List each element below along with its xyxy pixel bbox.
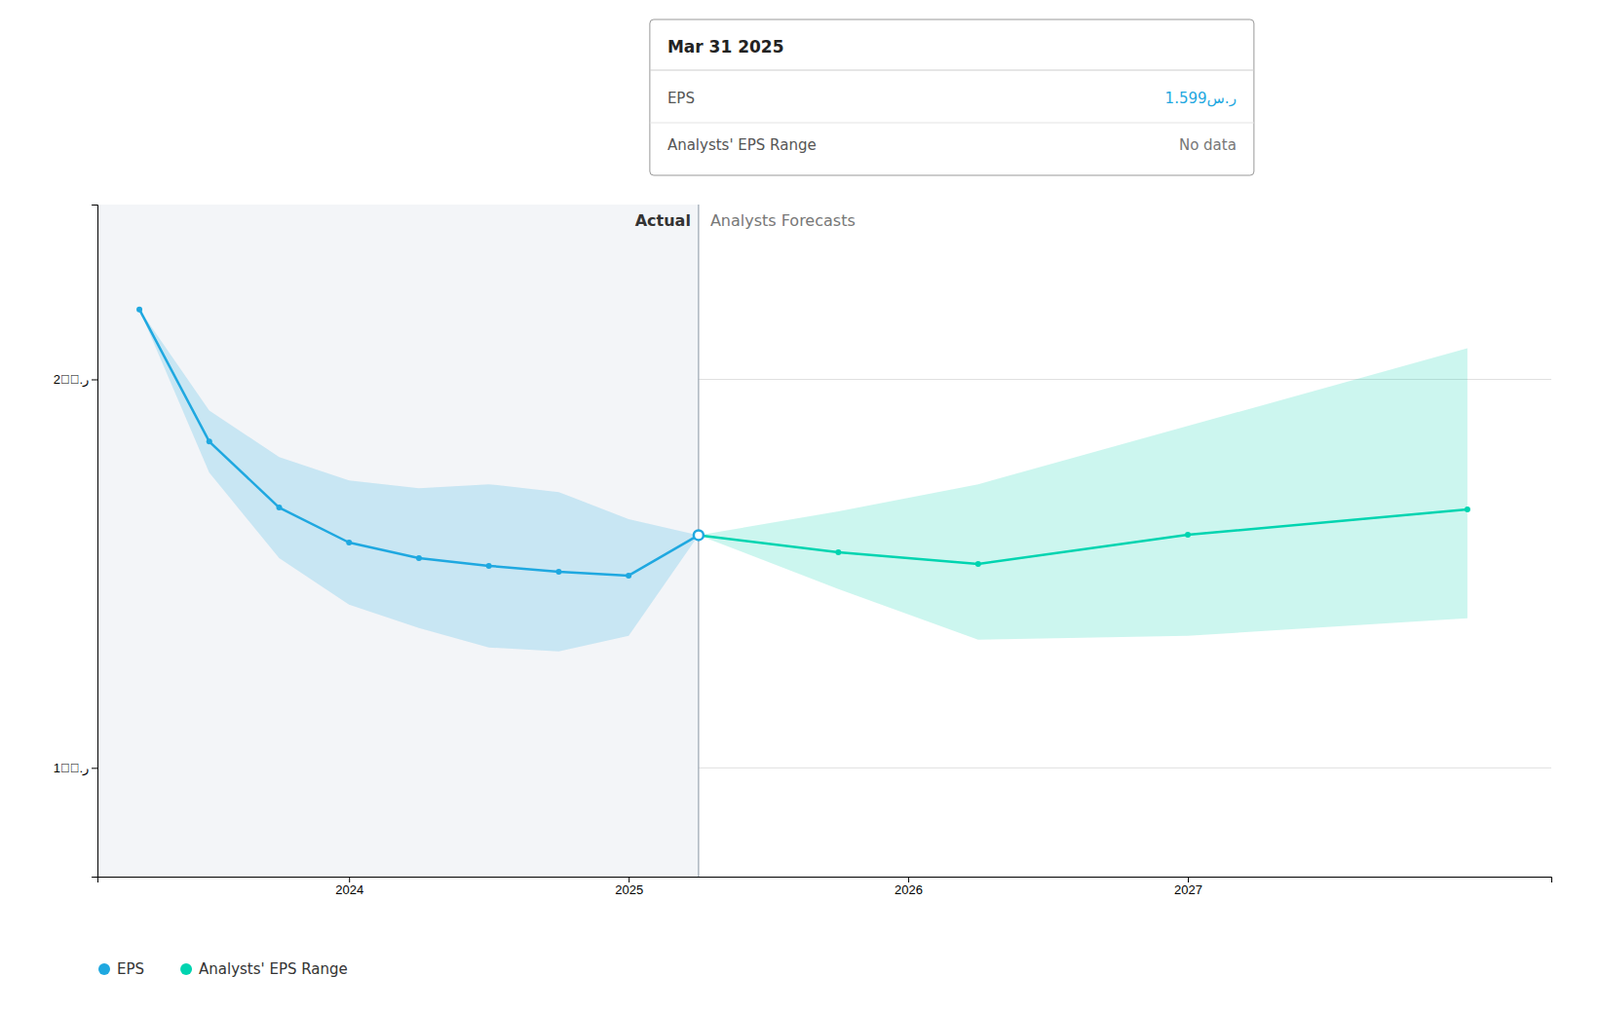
point <box>276 504 283 511</box>
point <box>625 572 632 579</box>
y-tick-mark <box>91 379 98 381</box>
chart: 2024 2025 2026 2027 ر.س٘1 ر.س٘2 Actual Analysts… <box>0 0 1600 1013</box>
point <box>416 555 422 562</box>
y-tick: ر.س٘1 <box>53 761 98 777</box>
line <box>698 509 1468 565</box>
point <box>1464 506 1471 513</box>
x-tick-mark <box>908 876 910 883</box>
x-axis-line <box>98 877 1553 884</box>
x-tick-mark <box>628 876 630 883</box>
point <box>835 549 841 556</box>
transition-point <box>693 530 704 540</box>
x-tick: 2025 <box>614 876 644 898</box>
band <box>698 348 1468 641</box>
actual-section <box>97 204 699 877</box>
band <box>139 309 699 652</box>
marks <box>97 204 1471 877</box>
tooltip-separator <box>649 70 1255 72</box>
y-tick-label: ر.س٘2 <box>53 372 89 388</box>
point <box>975 561 982 568</box>
x-tick-label: 2024 <box>335 882 364 898</box>
y-axis-line <box>91 205 99 878</box>
y-tick: ر.س٘2 <box>53 372 98 388</box>
tooltip-title: Mar 31 2025 <box>667 37 785 57</box>
line <box>139 309 699 576</box>
tooltip: Mar 31 2025 EPS 1.599ر.س Analysts' EPS Rang… <box>649 19 1255 176</box>
y-tick-mark <box>91 767 98 769</box>
point <box>206 438 213 445</box>
x-tick: 2027 <box>1174 876 1203 898</box>
legend-label: EPS <box>116 960 145 979</box>
x-tick: 2026 <box>894 876 923 898</box>
tooltip-label: EPS <box>667 89 695 108</box>
legend-swatch <box>98 963 111 976</box>
point <box>1184 532 1191 538</box>
point <box>345 539 352 546</box>
plot: 2024 2025 2026 2027 ر.س٘1 ر.س٘2 Actual Analysts… <box>53 204 1553 898</box>
point <box>486 563 493 570</box>
y-axis: ر.س٘1 ر.س٘2 <box>53 205 99 878</box>
tooltip-value: No data <box>1179 136 1237 154</box>
point <box>136 306 143 313</box>
x-tick-mark <box>1187 876 1189 883</box>
annotation: Analysts Forecasts <box>710 211 856 230</box>
x-tick: 2024 <box>335 876 364 898</box>
point <box>555 569 562 575</box>
x-axis: 2024 2025 2026 2027 <box>98 876 1553 898</box>
legend-item: Analysts' EPS Range <box>180 960 348 979</box>
x-tick-label: 2025 <box>614 882 644 898</box>
y-tick-label: ر.س٘1 <box>53 761 89 777</box>
legend-label: Analysts' EPS Range <box>198 960 348 979</box>
legend-item: EPS <box>98 960 145 979</box>
annotation: Actual <box>635 211 691 230</box>
tooltip-value: 1.599ر.س <box>1165 89 1237 108</box>
x-tick-label: 2027 <box>1174 882 1203 898</box>
legend-swatch <box>180 963 192 976</box>
x-tick-label: 2026 <box>894 882 923 898</box>
x-tick-mark <box>348 876 350 883</box>
tooltip-separator <box>649 122 1255 124</box>
tooltip-label: Analysts' EPS Range <box>667 136 817 154</box>
legend: EPS Analysts' EPS Range <box>98 960 348 979</box>
tooltip-box <box>649 19 1255 176</box>
